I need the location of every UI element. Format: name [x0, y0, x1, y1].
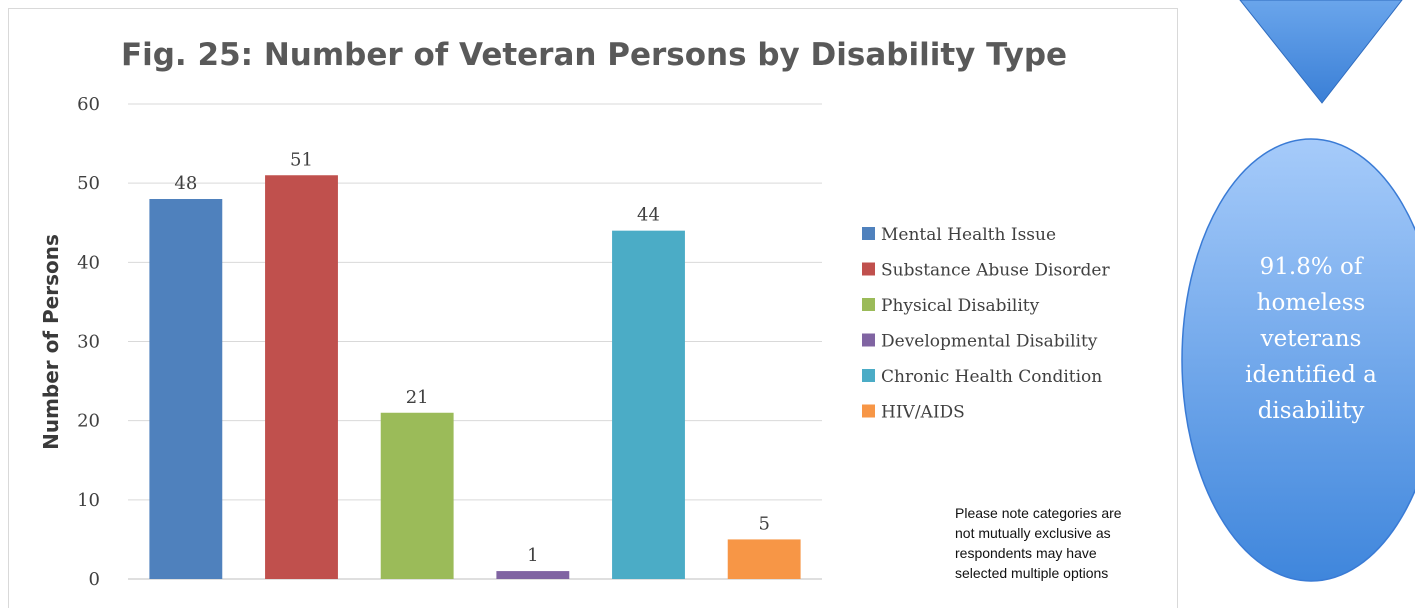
legend-label: Chronic Health Condition: [881, 367, 1102, 387]
data-label: 1: [527, 545, 538, 566]
legend-swatch: [862, 404, 875, 418]
grid: [128, 103, 822, 580]
note-line: selected multiple options: [955, 565, 1109, 581]
y-tick-label: 40: [77, 252, 100, 273]
y-tick-label: 0: [89, 569, 100, 590]
chart-frame: [8, 8, 1178, 608]
callout-oval: [1181, 138, 1415, 582]
legend-swatch: [862, 227, 875, 240]
y-tick-label: 50: [77, 173, 100, 194]
bar: [265, 175, 338, 579]
callout-line: 91.8% of: [1260, 254, 1364, 280]
y-tick-label: 20: [77, 411, 100, 432]
bar: [496, 571, 570, 579]
footnote: Please note categories are not mutually …: [955, 503, 1155, 583]
legend-swatch: [862, 333, 875, 347]
legend-label: Physical Disability: [881, 296, 1040, 316]
y-axis-label: Number of Persons: [39, 234, 63, 450]
legend-swatch: [862, 369, 875, 382]
callout-arrow: [1239, 0, 1403, 104]
y-tick-label: 30: [77, 332, 100, 353]
chart-title: Fig. 25: Number of Veteran Persons by Di…: [121, 37, 1067, 73]
bar: [727, 539, 801, 579]
legend-label: Substance Abuse Disorder: [881, 261, 1110, 281]
data-label: 44: [637, 205, 660, 226]
legend-label: HIV/AIDS: [881, 403, 965, 423]
data-label: 48: [174, 173, 197, 194]
note-line: Please note categories are: [955, 505, 1122, 521]
y-tick-label: 60: [77, 94, 100, 115]
bars: [149, 175, 801, 579]
legend: Mental Health Issue Substance Abuse Disor…: [862, 225, 1110, 423]
legend-swatch: [862, 262, 875, 276]
note-line: respondents may have: [955, 545, 1097, 561]
legend-label: Developmental Disability: [881, 332, 1098, 352]
data-label: 21: [406, 387, 429, 408]
data-labels: 48 51 21 1 44 5: [174, 149, 770, 566]
y-tick-label: 10: [77, 490, 100, 511]
bar: [380, 412, 454, 579]
callout-line: disability: [1258, 398, 1365, 424]
legend-label: Mental Health Issue: [881, 225, 1056, 245]
bar: [612, 230, 685, 579]
callout-line: veterans: [1260, 326, 1362, 352]
y-tick-labels: 0 10 20 30 40 50 60: [77, 94, 100, 590]
data-label: 5: [758, 513, 769, 534]
bar: [149, 199, 223, 579]
legend-swatch: [862, 298, 875, 311]
data-label: 51: [290, 149, 313, 170]
callout-text: 91.8% of homeless veterans identified a disa…: [1245, 254, 1377, 424]
callout-line: identified a: [1245, 362, 1377, 388]
note-line: not mutually exclusive as: [955, 525, 1111, 541]
callout-line: homeless: [1257, 290, 1366, 316]
